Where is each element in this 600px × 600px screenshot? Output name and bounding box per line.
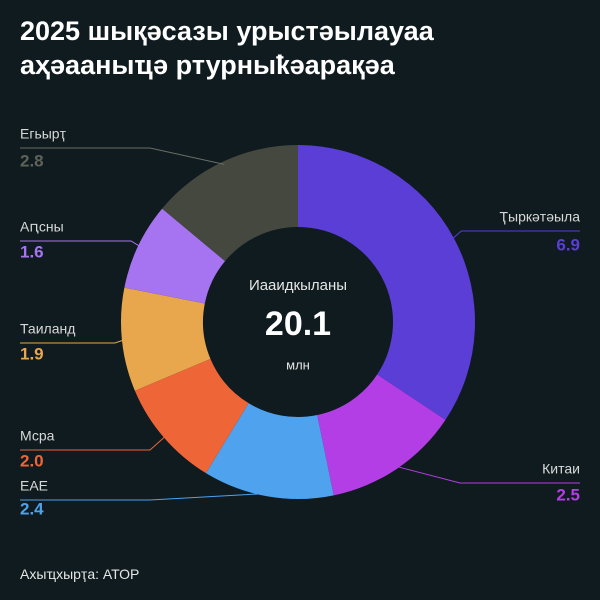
leader-line [20, 240, 142, 248]
value-label: 2.4 [20, 499, 44, 518]
category-label: Таиланд [20, 321, 75, 337]
category-label: ЕАЕ [20, 478, 48, 494]
leader-line [20, 492, 269, 501]
leader-line [451, 230, 580, 241]
value-label: 2.0 [20, 451, 44, 470]
leader-line [20, 339, 126, 344]
category-label: Мсра [20, 428, 55, 444]
donut-slice [298, 145, 476, 420]
category-label: Китаи [542, 461, 580, 477]
value-label: 6.9 [556, 235, 580, 254]
center-total: 20.1 [265, 305, 331, 343]
source: Ахыҵхырҭа: АТОР [20, 566, 140, 582]
value-label: 1.6 [20, 242, 44, 261]
leader-line [395, 465, 580, 484]
value-label: 1.9 [20, 344, 44, 363]
donut-slice [205, 403, 334, 499]
leader-line [20, 435, 167, 451]
donut-slice [134, 358, 249, 474]
donut-slice [121, 287, 211, 391]
leader-line [20, 147, 225, 165]
category-label: Ҭыркәтәыла [499, 209, 580, 225]
chart-title: 2025 шықәсазы урыстәылауаа аҳәааныҵә рту… [20, 16, 434, 80]
value-label: 2.5 [556, 485, 580, 504]
category-label: Аԥсны [20, 219, 64, 235]
value-label: 2.8 [20, 151, 44, 170]
donut-slice [124, 208, 226, 304]
category-label: Егьырҭ [20, 126, 67, 142]
center-unit: млн [286, 357, 310, 372]
center-label: Иааидкыланы [249, 277, 347, 294]
donut-slice [162, 145, 298, 262]
donut-slice [317, 374, 446, 496]
